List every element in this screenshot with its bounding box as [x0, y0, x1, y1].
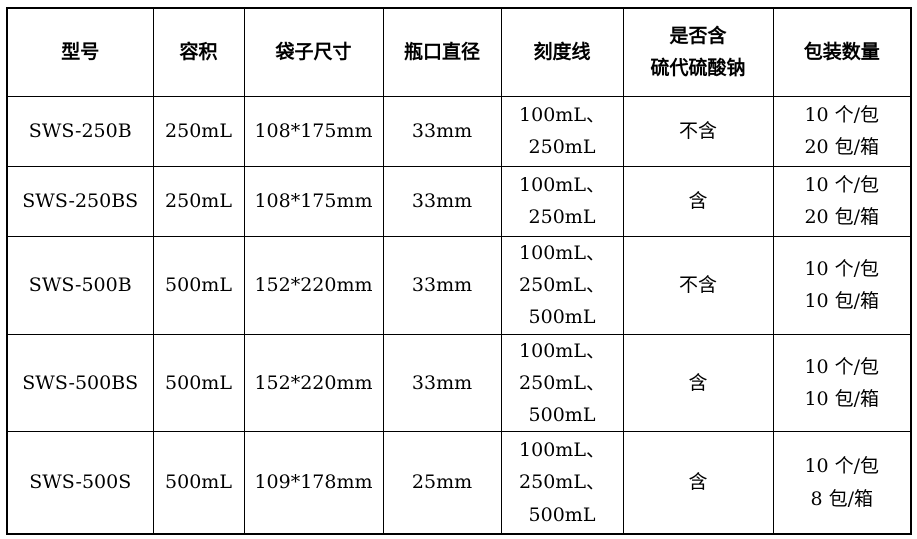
cell-mouth-diameter: 33mm	[382, 95, 502, 167]
cell-scale-lines: 100mL、 250mL、 500mL	[500, 333, 624, 433]
cell-mouth-diameter: 33mm	[382, 333, 502, 433]
cell-packaging: 10 个/包 20 包/箱	[772, 165, 912, 237]
column-header-thiosulfate: 是否含 硫代硫酸钠	[622, 7, 774, 97]
cell-model: SWS-500B	[6, 235, 154, 335]
cell-capacity: 500mL	[152, 333, 245, 433]
cell-packaging: 10 个/包 10 包/箱	[772, 333, 912, 433]
column-header-capacity: 容积	[152, 7, 245, 97]
cell-scale-lines: 100mL、 250mL	[500, 165, 624, 237]
table-row: SWS-500S 500mL 109*178mm 25mm 100mL、 250…	[6, 431, 912, 535]
column-header-mouth-diameter: 瓶口直径	[382, 7, 502, 97]
cell-mouth-diameter: 33mm	[382, 165, 502, 237]
column-header-model: 型号	[6, 7, 154, 97]
cell-model: SWS-250BS	[6, 165, 154, 237]
cell-capacity: 250mL	[152, 95, 245, 167]
cell-thiosulfate: 含	[622, 165, 774, 237]
cell-mouth-diameter: 33mm	[382, 235, 502, 335]
table-row: SWS-250BS 250mL 108*175mm 33mm 100mL、 25…	[6, 165, 912, 237]
cell-bag-size: 108*175mm	[243, 95, 384, 167]
cell-packaging: 10 个/包 10 包/箱	[772, 235, 912, 335]
cell-thiosulfate: 不含	[622, 235, 774, 335]
table-header-row: 型号 容积 袋子尺寸 瓶口直径 刻度线 是否含 硫代硫酸钠 包装数量	[6, 7, 912, 97]
table-row: SWS-250B 250mL 108*175mm 33mm 100mL、 250…	[6, 95, 912, 167]
column-header-scale-lines: 刻度线	[500, 7, 624, 97]
cell-packaging: 10 个/包 20 包/箱	[772, 95, 912, 167]
cell-thiosulfate: 含	[622, 431, 774, 535]
product-spec-table: 型号 容积 袋子尺寸 瓶口直径 刻度线 是否含 硫代硫酸钠 包装数量 SWS-2…	[6, 7, 912, 535]
table-row: SWS-500BS 500mL 152*220mm 33mm 100mL、 25…	[6, 333, 912, 433]
cell-scale-lines: 100mL、 250mL、 500mL	[500, 235, 624, 335]
cell-capacity: 250mL	[152, 165, 245, 237]
cell-bag-size: 152*220mm	[243, 333, 384, 433]
column-header-bag-size: 袋子尺寸	[243, 7, 384, 97]
table-row: SWS-500B 500mL 152*220mm 33mm 100mL、 250…	[6, 235, 912, 335]
cell-bag-size: 109*178mm	[243, 431, 384, 535]
cell-thiosulfate: 不含	[622, 95, 774, 167]
cell-packaging: 10 个/包 8 包/箱	[772, 431, 912, 535]
column-header-packaging: 包装数量	[772, 7, 912, 97]
cell-capacity: 500mL	[152, 431, 245, 535]
cell-scale-lines: 100mL、 250mL、 500mL	[500, 431, 624, 535]
cell-model: SWS-250B	[6, 95, 154, 167]
cell-model: SWS-500BS	[6, 333, 154, 433]
cell-scale-lines: 100mL、 250mL	[500, 95, 624, 167]
cell-capacity: 500mL	[152, 235, 245, 335]
cell-bag-size: 152*220mm	[243, 235, 384, 335]
cell-mouth-diameter: 25mm	[382, 431, 502, 535]
cell-bag-size: 108*175mm	[243, 165, 384, 237]
cell-thiosulfate: 含	[622, 333, 774, 433]
cell-model: SWS-500S	[6, 431, 154, 535]
